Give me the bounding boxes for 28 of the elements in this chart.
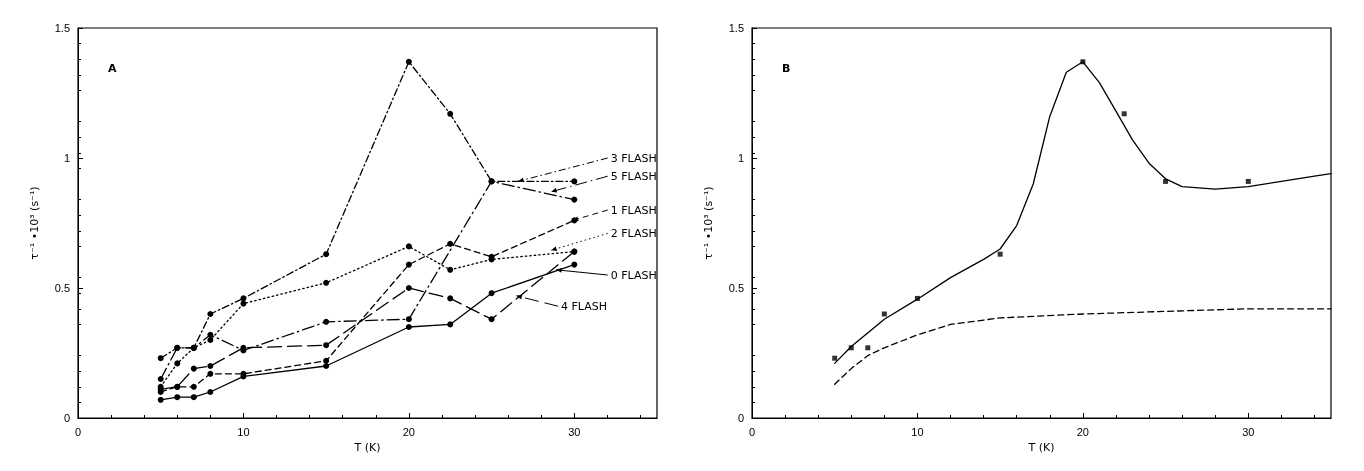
x-tick-label: 30	[568, 425, 581, 438]
x-axis-title: T (K)	[353, 440, 381, 454]
y-tick-label: 1	[737, 152, 744, 164]
annotation: A	[108, 62, 117, 75]
x-tick-label: 0	[74, 425, 82, 438]
annotation: B	[782, 62, 791, 75]
x-tick-label: 20	[1076, 425, 1089, 438]
y-tick-label: 0	[737, 412, 744, 424]
legend-label: 1 FLASH	[610, 203, 657, 217]
x-tick-label: 0	[748, 425, 756, 438]
y-tick-label: 0	[63, 412, 70, 424]
x-tick-label: 10	[237, 425, 250, 438]
legend-label: 0 FLASH	[610, 268, 657, 282]
y-tick-label: 1.5	[728, 22, 744, 34]
y-tick-label: 0.5	[728, 282, 744, 294]
y-tick-label: 0.5	[54, 282, 70, 294]
y-tick-label: 1.5	[54, 22, 70, 34]
legend-label: 4 FLASH	[561, 299, 608, 313]
x-tick-label: 10	[911, 425, 924, 438]
y-axis-title: τ⁻¹ •10³ (s⁻¹)	[702, 186, 715, 260]
x-tick-label: 30	[1242, 425, 1255, 438]
x-axis-title: T (K)	[1027, 440, 1055, 454]
y-tick-label: 1	[63, 152, 70, 164]
x-tick-label: 20	[402, 425, 415, 438]
text: 2 FLASH	[610, 226, 657, 240]
text: 3 FLASH	[610, 151, 657, 165]
y-axis-title: τ⁻¹ •10³ (s⁻¹)	[28, 186, 41, 260]
text: 5 FLASH	[610, 169, 657, 183]
